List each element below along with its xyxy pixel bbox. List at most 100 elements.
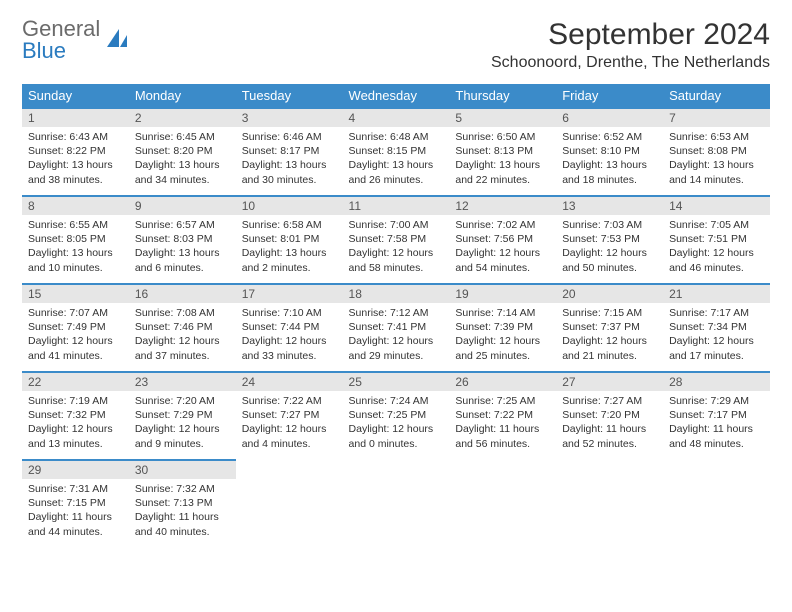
calendar-day-cell: 20Sunrise: 7:15 AMSunset: 7:37 PMDayligh…	[556, 284, 663, 372]
day-content: Sunrise: 6:53 AMSunset: 8:08 PMDaylight:…	[663, 127, 770, 193]
calendar-day-cell: 14Sunrise: 7:05 AMSunset: 7:51 PMDayligh…	[663, 196, 770, 284]
day-number: 17	[236, 285, 343, 303]
day-content: Sunrise: 7:27 AMSunset: 7:20 PMDaylight:…	[556, 391, 663, 457]
calendar-day-cell: 8Sunrise: 6:55 AMSunset: 8:05 PMDaylight…	[22, 196, 129, 284]
day-number: 8	[22, 197, 129, 215]
day-content: Sunrise: 7:22 AMSunset: 7:27 PMDaylight:…	[236, 391, 343, 457]
calendar-day-cell: 23Sunrise: 7:20 AMSunset: 7:29 PMDayligh…	[129, 372, 236, 460]
calendar-day-cell: 24Sunrise: 7:22 AMSunset: 7:27 PMDayligh…	[236, 372, 343, 460]
day-content: Sunrise: 7:02 AMSunset: 7:56 PMDaylight:…	[449, 215, 556, 281]
calendar-day-cell: 28Sunrise: 7:29 AMSunset: 7:17 PMDayligh…	[663, 372, 770, 460]
day-content: Sunrise: 6:58 AMSunset: 8:01 PMDaylight:…	[236, 215, 343, 281]
calendar-empty-cell	[236, 460, 343, 548]
weekday-header: Friday	[556, 84, 663, 108]
calendar-week-row: 8Sunrise: 6:55 AMSunset: 8:05 PMDaylight…	[22, 196, 770, 284]
day-content: Sunrise: 7:24 AMSunset: 7:25 PMDaylight:…	[343, 391, 450, 457]
day-content: Sunrise: 7:07 AMSunset: 7:49 PMDaylight:…	[22, 303, 129, 369]
logo-text: General Blue	[22, 18, 100, 62]
calendar-day-cell: 25Sunrise: 7:24 AMSunset: 7:25 PMDayligh…	[343, 372, 450, 460]
calendar-empty-cell	[449, 460, 556, 548]
calendar-empty-cell	[343, 460, 450, 548]
day-number: 20	[556, 285, 663, 303]
day-content: Sunrise: 7:31 AMSunset: 7:15 PMDaylight:…	[22, 479, 129, 545]
day-number: 13	[556, 197, 663, 215]
day-content: Sunrise: 6:45 AMSunset: 8:20 PMDaylight:…	[129, 127, 236, 193]
weekday-header: Thursday	[449, 84, 556, 108]
title-block: September 2024 Schoonoord, Drenthe, The …	[491, 18, 770, 72]
weekday-header: Saturday	[663, 84, 770, 108]
weekday-header: Tuesday	[236, 84, 343, 108]
day-content: Sunrise: 6:46 AMSunset: 8:17 PMDaylight:…	[236, 127, 343, 193]
day-content: Sunrise: 7:32 AMSunset: 7:13 PMDaylight:…	[129, 479, 236, 545]
day-content: Sunrise: 7:08 AMSunset: 7:46 PMDaylight:…	[129, 303, 236, 369]
calendar-empty-cell	[556, 460, 663, 548]
day-content: Sunrise: 7:17 AMSunset: 7:34 PMDaylight:…	[663, 303, 770, 369]
day-content: Sunrise: 7:25 AMSunset: 7:22 PMDaylight:…	[449, 391, 556, 457]
calendar-day-cell: 4Sunrise: 6:48 AMSunset: 8:15 PMDaylight…	[343, 108, 450, 196]
calendar-day-cell: 18Sunrise: 7:12 AMSunset: 7:41 PMDayligh…	[343, 284, 450, 372]
day-number: 1	[22, 109, 129, 127]
calendar-day-cell: 22Sunrise: 7:19 AMSunset: 7:32 PMDayligh…	[22, 372, 129, 460]
header: General Blue September 2024 Schoonoord, …	[22, 18, 770, 72]
day-number: 10	[236, 197, 343, 215]
calendar-day-cell: 16Sunrise: 7:08 AMSunset: 7:46 PMDayligh…	[129, 284, 236, 372]
calendar-empty-cell	[663, 460, 770, 548]
day-content: Sunrise: 7:14 AMSunset: 7:39 PMDaylight:…	[449, 303, 556, 369]
day-number: 16	[129, 285, 236, 303]
calendar-day-cell: 9Sunrise: 6:57 AMSunset: 8:03 PMDaylight…	[129, 196, 236, 284]
day-content: Sunrise: 6:52 AMSunset: 8:10 PMDaylight:…	[556, 127, 663, 193]
day-content: Sunrise: 7:00 AMSunset: 7:58 PMDaylight:…	[343, 215, 450, 281]
calendar-day-cell: 6Sunrise: 6:52 AMSunset: 8:10 PMDaylight…	[556, 108, 663, 196]
calendar-day-cell: 2Sunrise: 6:45 AMSunset: 8:20 PMDaylight…	[129, 108, 236, 196]
day-number: 27	[556, 373, 663, 391]
calendar-day-cell: 26Sunrise: 7:25 AMSunset: 7:22 PMDayligh…	[449, 372, 556, 460]
weekday-header-row: SundayMondayTuesdayWednesdayThursdayFrid…	[22, 84, 770, 108]
day-number: 15	[22, 285, 129, 303]
day-number: 26	[449, 373, 556, 391]
day-number: 22	[22, 373, 129, 391]
day-content: Sunrise: 6:50 AMSunset: 8:13 PMDaylight:…	[449, 127, 556, 193]
weekday-header: Wednesday	[343, 84, 450, 108]
day-number: 5	[449, 109, 556, 127]
day-number: 3	[236, 109, 343, 127]
calendar-week-row: 15Sunrise: 7:07 AMSunset: 7:49 PMDayligh…	[22, 284, 770, 372]
day-content: Sunrise: 7:12 AMSunset: 7:41 PMDaylight:…	[343, 303, 450, 369]
day-content: Sunrise: 6:57 AMSunset: 8:03 PMDaylight:…	[129, 215, 236, 281]
day-number: 23	[129, 373, 236, 391]
calendar-day-cell: 12Sunrise: 7:02 AMSunset: 7:56 PMDayligh…	[449, 196, 556, 284]
day-number: 4	[343, 109, 450, 127]
calendar-day-cell: 21Sunrise: 7:17 AMSunset: 7:34 PMDayligh…	[663, 284, 770, 372]
day-content: Sunrise: 6:43 AMSunset: 8:22 PMDaylight:…	[22, 127, 129, 193]
calendar-day-cell: 5Sunrise: 6:50 AMSunset: 8:13 PMDaylight…	[449, 108, 556, 196]
weekday-header: Monday	[129, 84, 236, 108]
day-number: 29	[22, 461, 129, 479]
day-number: 24	[236, 373, 343, 391]
calendar-day-cell: 7Sunrise: 6:53 AMSunset: 8:08 PMDaylight…	[663, 108, 770, 196]
calendar-day-cell: 17Sunrise: 7:10 AMSunset: 7:44 PMDayligh…	[236, 284, 343, 372]
calendar-day-cell: 11Sunrise: 7:00 AMSunset: 7:58 PMDayligh…	[343, 196, 450, 284]
day-content: Sunrise: 6:48 AMSunset: 8:15 PMDaylight:…	[343, 127, 450, 193]
day-number: 21	[663, 285, 770, 303]
day-number: 11	[343, 197, 450, 215]
calendar-week-row: 29Sunrise: 7:31 AMSunset: 7:15 PMDayligh…	[22, 460, 770, 548]
logo-text-blue: Blue	[22, 38, 66, 63]
month-title: September 2024	[491, 18, 770, 52]
day-number: 14	[663, 197, 770, 215]
calendar-day-cell: 3Sunrise: 6:46 AMSunset: 8:17 PMDaylight…	[236, 108, 343, 196]
day-content: Sunrise: 6:55 AMSunset: 8:05 PMDaylight:…	[22, 215, 129, 281]
calendar-table: SundayMondayTuesdayWednesdayThursdayFrid…	[22, 84, 770, 548]
day-number: 19	[449, 285, 556, 303]
logo: General Blue	[22, 18, 131, 62]
day-content: Sunrise: 7:19 AMSunset: 7:32 PMDaylight:…	[22, 391, 129, 457]
day-number: 12	[449, 197, 556, 215]
calendar-day-cell: 29Sunrise: 7:31 AMSunset: 7:15 PMDayligh…	[22, 460, 129, 548]
day-content: Sunrise: 7:03 AMSunset: 7:53 PMDaylight:…	[556, 215, 663, 281]
calendar-week-row: 1Sunrise: 6:43 AMSunset: 8:22 PMDaylight…	[22, 108, 770, 196]
day-number: 25	[343, 373, 450, 391]
day-number: 18	[343, 285, 450, 303]
calendar-day-cell: 19Sunrise: 7:14 AMSunset: 7:39 PMDayligh…	[449, 284, 556, 372]
day-number: 28	[663, 373, 770, 391]
day-content: Sunrise: 7:05 AMSunset: 7:51 PMDaylight:…	[663, 215, 770, 281]
day-number: 30	[129, 461, 236, 479]
logo-sail-icon	[105, 27, 131, 54]
